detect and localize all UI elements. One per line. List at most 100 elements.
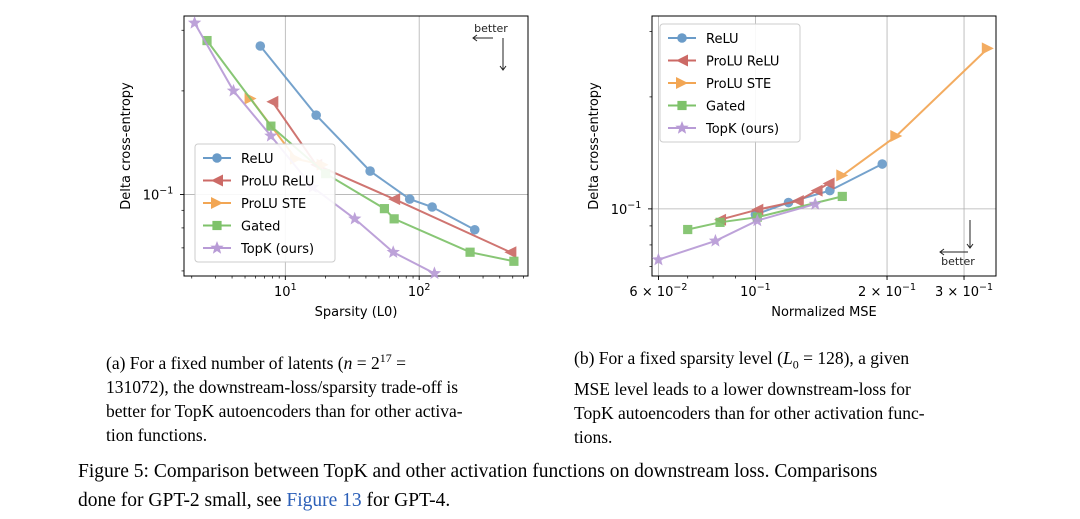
chart-b-legend-label-4: TopK (ours) xyxy=(705,122,779,137)
chart-a-series-0-line xyxy=(259,45,476,231)
caption-a-line1: (a) For a fixed number of latents (n = 2… xyxy=(106,346,540,375)
chart-a-series-1-point-3 xyxy=(504,246,517,259)
chart-b-legend-box xyxy=(659,23,801,143)
chart-a-series-0-point-4 xyxy=(427,202,437,212)
chart-b-xtick-label-3: 3 × 10−1 xyxy=(935,282,993,300)
chart-a-legend: ReLU ProLU ReLU ProLU STE Gated TopK (ours) xyxy=(194,143,336,263)
chart-a-xlabel: Sparsity (L0) xyxy=(315,305,398,320)
figure-caption-part2b: for GPT-4. xyxy=(361,490,451,511)
chart-a-series-3-point-4 xyxy=(389,214,399,224)
caption-b-line3: TopK autoencoders than for other activat… xyxy=(574,402,925,423)
chart-a-series-0-point-0 xyxy=(255,41,266,51)
chart-b-series-2-point-1 xyxy=(890,130,903,143)
figure-13-link[interactable]: Figure 13 xyxy=(286,490,362,511)
chart-a-frame xyxy=(183,15,529,277)
chart-b-legend-marker-3 xyxy=(677,100,687,111)
chart-a-series-1-point-0 xyxy=(266,95,279,108)
chart-a-series-3-point-5 xyxy=(465,247,475,257)
chart-a-series-3-point-1 xyxy=(266,121,276,131)
chart-a-ytick-label-0: 10−1 xyxy=(143,186,174,204)
chart-b-xlabel: Normalized MSE xyxy=(771,305,877,320)
caption-a: (a) For a fixed number of latents (n = 2… xyxy=(106,346,540,447)
chart-b-series-2-line xyxy=(841,47,989,177)
chart-a-legend-label-3: Gated xyxy=(241,220,280,235)
caption-b-line1: (b) For a fixed sparsity level (L0 = 128… xyxy=(574,346,1008,377)
chart-b-legend-label-0: ReLU xyxy=(706,32,739,47)
chart-a-series-1-point-2 xyxy=(388,193,401,206)
chart-b-series-1-line xyxy=(719,182,830,221)
chart-a-series-0-point-3 xyxy=(404,194,415,204)
chart-a-series-4-point-2 xyxy=(264,128,278,142)
chart-b-series-4-point-2 xyxy=(750,213,764,227)
chart-a-series-4-point-6 xyxy=(427,266,442,280)
chart-a-series-1-line xyxy=(271,101,511,254)
chart-b-series-4 xyxy=(651,197,822,266)
chart-b-series-3-point-0 xyxy=(683,224,693,235)
chart-b-legend-label-3: Gated xyxy=(706,100,745,115)
chart-b-better-label: better xyxy=(941,255,975,268)
chart-a-better-left-head xyxy=(472,34,478,42)
chart-b-series-3-point-1 xyxy=(715,217,725,227)
chart-b-legend-marker-0 xyxy=(677,33,687,43)
caption-a-rest1: = xyxy=(391,352,407,373)
chart-a-series-0-point-2 xyxy=(365,166,375,176)
caption-a-eq: = 2 xyxy=(352,352,380,373)
chart-b-series-4-line xyxy=(658,203,816,261)
caption-a-prefix: (a) For a fixed number of latents ( xyxy=(106,352,344,373)
chart-a-better-label: better xyxy=(474,22,508,35)
chart-b-series-2-point-2 xyxy=(981,42,994,55)
chart-a-legend-box xyxy=(194,143,336,263)
chart-b-legend-label-1: ProLU ReLU xyxy=(706,55,779,70)
chart-b-series-0-point-3 xyxy=(877,159,888,169)
chart-b-series-2-point-0 xyxy=(836,169,849,182)
chart-b-xtick-label-0: 6 × 10−2 xyxy=(629,282,687,300)
caption-b-rest1: = 128), a given xyxy=(798,348,910,368)
chart-b-series-4-point-3 xyxy=(808,197,822,210)
chart-a-legend-marker-4 xyxy=(210,241,224,254)
chart-a-series-3-point-3 xyxy=(379,204,390,214)
chart-a-better-indicator: better xyxy=(472,22,508,71)
chart-a-series-4-point-4 xyxy=(348,211,362,225)
chart-b-series-3-point-3 xyxy=(837,191,847,202)
caption-a-line2: 131072), the downstream-loss/sparsity tr… xyxy=(106,376,459,397)
chart-b-legend: ReLU ProLU ReLU ProLU STE Gated TopK (ours) xyxy=(659,23,801,143)
chart-a-ylabel: Delta cross-entropy xyxy=(119,82,134,210)
chart-a: 101 102 10−1 Sparsity (L0) Delta cross-entro… xyxy=(119,15,529,320)
chart-a-series-4-point-1 xyxy=(226,83,241,97)
figure-caption: Figure 5: Comparison between TopK and ot… xyxy=(78,457,1038,515)
chart-b-xtick-label-1: 10−1 xyxy=(740,282,771,300)
chart-b-series-0-line xyxy=(755,163,883,216)
caption-b-var: L xyxy=(782,348,793,368)
chart-b-series-3-line xyxy=(687,195,843,231)
chart-a-series-3-point-6 xyxy=(509,256,519,266)
caption-a-line3: better for TopK autoencoders than for ot… xyxy=(106,400,463,421)
chart-a-xtick-label-1: 102 xyxy=(408,282,431,300)
caption-b-line2: MSE level leads to a lower downstream-lo… xyxy=(574,378,911,399)
chart-a-xtick-label-0: 101 xyxy=(274,282,297,300)
chart-a-legend-label-1: ProLU ReLU xyxy=(241,175,314,190)
chart-b: 6 × 10−2 10−1 2 × 10−1 3 × 10−110−1Normaliz… xyxy=(587,15,997,320)
chart-a-legend-label-0: ReLU xyxy=(241,152,274,167)
chart-a-legend-marker-2 xyxy=(211,197,223,209)
caption-b: (b) For a fixed sparsity level (L0 = 128… xyxy=(574,346,1008,449)
caption-a-line4: tion functions. xyxy=(106,424,208,445)
chart-b-series-1-point-3 xyxy=(810,184,823,197)
caption-b-prefix: (b) For a fixed sparsity level ( xyxy=(574,348,783,368)
chart-b-series-1-point-2 xyxy=(791,194,804,207)
caption-b-line4: tions. xyxy=(574,426,613,447)
chart-a-legend-marker-1 xyxy=(211,174,223,187)
chart-a-series-4-point-5 xyxy=(386,245,400,258)
chart-b-better-left-head xyxy=(939,248,945,256)
caption-a-var: n xyxy=(343,352,353,373)
chart-b-series-1-point-4 xyxy=(822,177,835,190)
chart-a-legend-label-2: ProLU STE xyxy=(241,197,306,212)
figure-caption-line1: Figure 5: Comparison between TopK and ot… xyxy=(78,461,878,482)
chart-b-series-4-point-0 xyxy=(651,252,666,266)
chart-a-series-0 xyxy=(255,41,480,235)
chart-b-ylabel: Delta cross-entropy xyxy=(587,82,602,210)
chart-b-series-3 xyxy=(683,191,847,235)
chart-a-series-0-point-5 xyxy=(469,224,480,235)
chart-b-frame xyxy=(651,15,997,277)
chart-b-ytick-label-0: 10−1 xyxy=(611,200,642,218)
caption-a-exp: 17 xyxy=(379,351,392,365)
